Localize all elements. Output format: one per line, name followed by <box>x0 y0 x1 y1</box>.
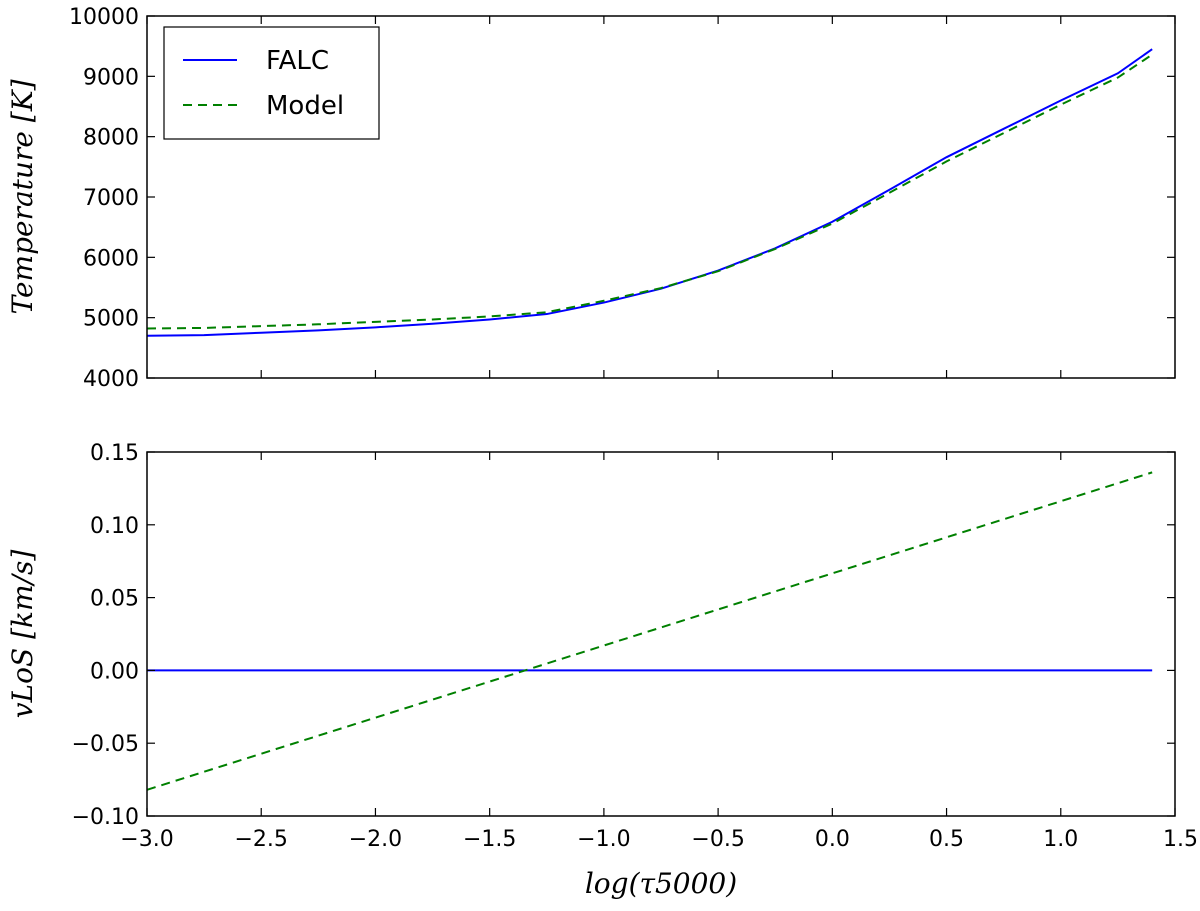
velocity-y-tick-label: 0.00 <box>90 659 139 684</box>
temperature-y-axis-label-text: Temperature [K] <box>6 79 39 314</box>
temperature-y-axis-label: Temperature [K] <box>6 79 39 314</box>
velocity-panel: −0.10−0.050.000.050.100.15 −3.0 −2.5 −2.0−… <box>6 441 1198 900</box>
temperature-y-tick-label: 7000 <box>83 186 139 211</box>
velocity-x-tick-label: 1.5 <box>1163 827 1198 852</box>
legend-falc-label: FALC <box>266 46 329 76</box>
velocity-x-tick-label: 0.0 <box>815 827 850 852</box>
velocity-x-ticks: −3.0 −2.5 −2.0 −1.5 −1.0 −0.5 0.0 0.5 1.0 1.5 <box>120 452 1198 852</box>
velocity-x-tick-label: −2.5 <box>235 827 288 852</box>
velocity-y-axis-label-text: vLoS [km/s] <box>6 550 39 719</box>
temperature-y-ticks: 4000 5000 6000 7000 8000 9000 10000 <box>69 5 1175 392</box>
temperature-y-tick-label: 10000 <box>69 5 139 30</box>
velocity-model-line <box>146 471 1153 791</box>
velocity-y-tick-label: 0.05 <box>90 587 139 612</box>
temperature-y-tick-label: 5000 <box>83 307 139 332</box>
legend-model-label: Model <box>266 91 344 121</box>
temperature-y-tick-label: 4000 <box>83 367 139 392</box>
temperature-x-ticks <box>146 16 1176 378</box>
velocity-x-tick-label: 1.0 <box>1043 827 1078 852</box>
temperature-model-line <box>146 53 1153 330</box>
temperature-y-tick-label: 6000 <box>83 246 139 271</box>
temperature-y-tick-label: 9000 <box>83 65 139 90</box>
velocity-y-tick-label: −0.10 <box>72 805 139 830</box>
legend-box <box>163 26 380 140</box>
velocity-y-axis-label: vLoS [km/s] <box>6 550 39 719</box>
temperature-panel: 4000 5000 6000 7000 8000 9000 10000 Temperatur… <box>6 5 1176 392</box>
velocity-x-tick-label: 0.5 <box>929 827 964 852</box>
velocity-x-tick-label: −2.0 <box>349 827 402 852</box>
temperature-series-layer <box>146 48 1153 337</box>
velocity-x-tick-label: −1.5 <box>463 827 516 852</box>
velocity-y-tick-label: −0.05 <box>72 732 139 757</box>
velocity-y-tick-label: 0.10 <box>90 514 139 539</box>
velocity-x-tick-label: −0.5 <box>691 827 744 852</box>
velocity-y-tick-label: 0.15 <box>90 441 139 466</box>
velocity-y-ticks: −0.10 −0.05 0.00 0.05 0.10 0.15 <box>72 441 1175 830</box>
legend: FALC Model <box>163 26 380 140</box>
velocity-x-tick-label: −3.0 <box>120 827 173 852</box>
temperature-y-tick-label: 8000 <box>83 126 139 151</box>
velocity-plot-frame <box>146 451 1176 817</box>
x-axis-label: log(τ5000) <box>585 867 737 900</box>
velocity-x-tick-label: −1.0 <box>577 827 630 852</box>
velocity-series-layer <box>146 471 1153 791</box>
